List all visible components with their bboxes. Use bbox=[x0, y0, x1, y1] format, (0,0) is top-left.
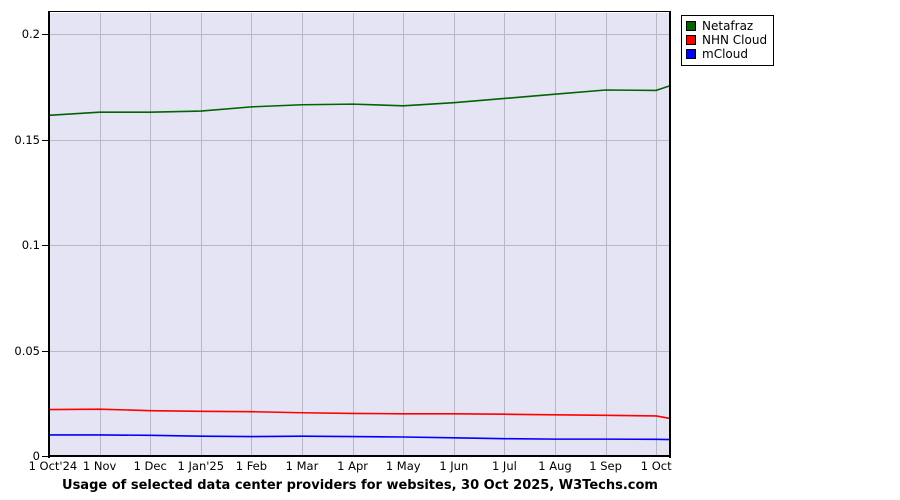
gridline-vertical bbox=[150, 13, 152, 456]
legend-label-mcloud: mCloud bbox=[702, 47, 748, 61]
legend-item[interactable]: Netafraz bbox=[686, 19, 767, 33]
x-tick-label: 1 Jan'25 bbox=[177, 459, 225, 473]
x-tick-label: 1 Jun bbox=[439, 459, 469, 473]
y-tick-label: 0.1 bbox=[21, 238, 40, 252]
series-line-netafraz bbox=[48, 85, 671, 117]
y-tick-mark bbox=[42, 350, 49, 352]
y-tick-mark bbox=[42, 34, 49, 36]
legend-swatch-netafraz bbox=[686, 21, 696, 31]
legend-label-netafraz: Netafraz bbox=[702, 19, 754, 33]
x-tick-label: 1 Nov bbox=[82, 459, 117, 473]
gridline-vertical bbox=[99, 13, 101, 456]
gridline-vertical bbox=[656, 13, 658, 456]
legend-item[interactable]: mCloud bbox=[686, 47, 767, 61]
gridline-horizontal bbox=[49, 245, 670, 246]
gridline-vertical bbox=[453, 13, 455, 456]
gridline-vertical bbox=[555, 13, 556, 456]
axis-right bbox=[669, 11, 671, 458]
y-tick-mark bbox=[42, 139, 49, 141]
series-line-mcloud bbox=[49, 434, 671, 441]
gridline-vertical bbox=[302, 13, 303, 456]
axis-bottom bbox=[48, 455, 671, 457]
gridline-vertical bbox=[403, 13, 405, 456]
series-line-nhn-cloud bbox=[48, 408, 671, 420]
axis-left bbox=[48, 11, 50, 458]
chart-caption: Usage of selected data center providers … bbox=[62, 478, 658, 493]
legend-swatch-mcloud bbox=[686, 49, 696, 59]
x-tick-label: 1 Jul bbox=[491, 459, 517, 473]
axis-top bbox=[48, 11, 671, 12]
legend-label-nhn-cloud: NHN Cloud bbox=[702, 33, 768, 47]
gridline-horizontal bbox=[49, 34, 670, 36]
y-tick-mark bbox=[42, 245, 49, 246]
legend-swatch-nhn-cloud bbox=[686, 35, 696, 45]
series-lines bbox=[48, 85, 671, 441]
gridline-vertical bbox=[352, 13, 354, 456]
legend: Netafraz NHN Cloud mCloud bbox=[681, 15, 775, 66]
y-tick-mark bbox=[42, 456, 49, 457]
x-tick-label: 1 May bbox=[385, 459, 421, 473]
x-tick-label: 1 Feb bbox=[235, 459, 268, 473]
x-tick-label: 1 Apr bbox=[337, 459, 369, 473]
gridline-vertical bbox=[251, 13, 253, 456]
y-tick-label: 0.2 bbox=[21, 27, 40, 42]
x-tick-label: 1 Mar bbox=[285, 459, 319, 473]
gridline-horizontal bbox=[49, 350, 670, 352]
y-tick-label: 0 bbox=[32, 449, 40, 463]
x-tick-label: 1 Dec bbox=[133, 459, 167, 473]
x-tick-label: 1 Sep bbox=[589, 459, 622, 473]
gridline-vertical bbox=[200, 13, 202, 456]
y-tick-label: 0.15 bbox=[14, 132, 40, 147]
x-tick-label: 1 Oct'24 bbox=[28, 459, 78, 473]
plot-area bbox=[48, 13, 671, 456]
x-tick-label: 1 Oct bbox=[640, 459, 672, 473]
gridline-vertical bbox=[504, 13, 506, 456]
y-tick-label: 0.05 bbox=[14, 343, 40, 358]
x-tick-label: 1 Aug bbox=[538, 459, 572, 473]
gridline-vertical bbox=[605, 13, 607, 456]
legend-item[interactable]: NHN Cloud bbox=[686, 33, 767, 47]
gridline-horizontal bbox=[49, 139, 670, 141]
